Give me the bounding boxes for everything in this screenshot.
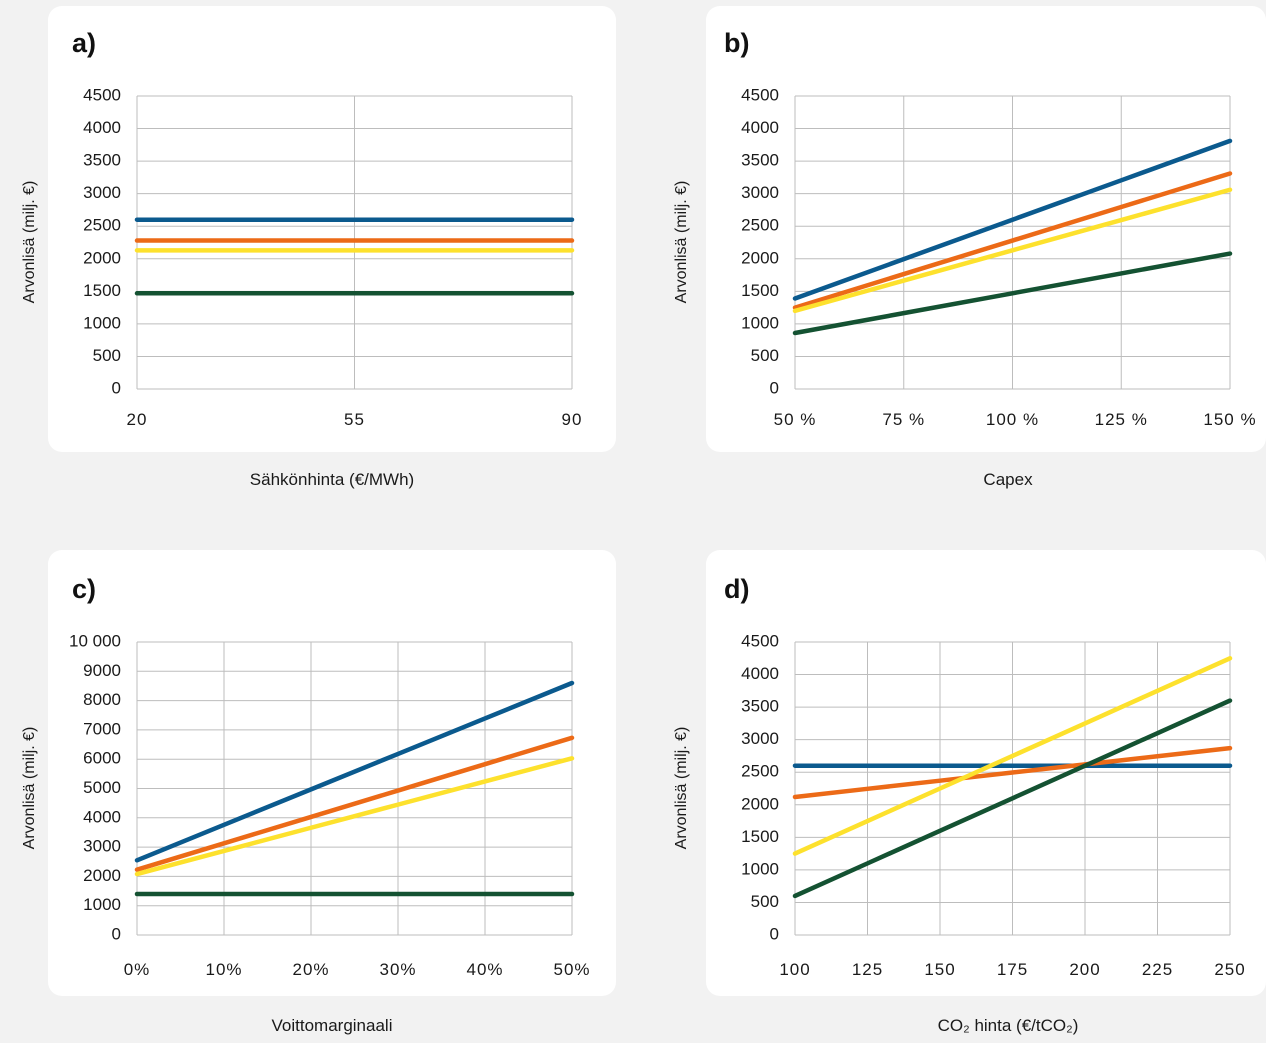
y-axis-label-b: Arvonlisä (milj. €)	[673, 181, 690, 304]
x-tick-label: 150 %	[1203, 410, 1256, 429]
panel-title-a: a)	[72, 28, 96, 58]
y-tick-label: 1500	[741, 281, 779, 300]
y-tick-label: 1500	[741, 827, 779, 846]
y-tick-label: 3000	[83, 183, 121, 202]
y-tick-label: 3000	[741, 729, 779, 748]
y-tick-label: 3500	[741, 697, 779, 716]
x-tick-label: 20	[127, 410, 148, 429]
y-axis-label-d: Arvonlisä (milj. €)	[673, 727, 690, 850]
gridlines-d	[794, 641, 1231, 936]
y-tick-label: 500	[93, 346, 121, 365]
y-tick-label: 4500	[741, 85, 779, 104]
y-tick-label: 4000	[741, 118, 779, 137]
y-tick-label: 2500	[83, 216, 121, 235]
y-tick-label: 4000	[741, 664, 779, 683]
y-tick-label: 10 000	[69, 631, 121, 650]
x-tick-label: 225	[1142, 960, 1173, 979]
x-tick-label: 20%	[292, 960, 329, 979]
y-tick-label: 3500	[83, 151, 121, 170]
x-tick-label: 50 %	[774, 410, 817, 429]
y-tick-label: 0	[112, 924, 121, 943]
series-line-b-3	[792, 251, 1233, 336]
gridlines-b	[794, 95, 1231, 390]
x-tick-label: 10%	[205, 960, 242, 979]
x-tick-label: 100 %	[986, 410, 1039, 429]
x-tick-label: 125 %	[1095, 410, 1148, 429]
x-tick-label: 100	[779, 960, 810, 979]
y-tick-label: 2000	[741, 794, 779, 813]
y-tick-label: 0	[112, 378, 121, 397]
x-tick-label: 75 %	[882, 410, 925, 429]
x-tick-label: 55	[344, 410, 365, 429]
series-line-d-1	[792, 745, 1233, 800]
y-axis-label-c: Arvonlisä (milj. €)	[21, 727, 38, 850]
y-tick-label: 0	[770, 924, 779, 943]
series-line-d-3	[792, 698, 1233, 899]
y-tick-label: 3000	[741, 183, 779, 202]
series-line-c-0	[134, 680, 575, 863]
y-tick-label: 2000	[741, 248, 779, 267]
chart-a-group: a) Arvonlisä (milj. €) 0 500 1000 1500 2000 250…	[21, 28, 583, 429]
y-tick-label: 500	[751, 346, 779, 365]
y-tick-label: 5000	[83, 778, 121, 797]
y-tick-label: 1000	[741, 313, 779, 332]
series-line-b-1	[792, 171, 1233, 310]
y-tick-label: 4500	[741, 631, 779, 650]
y-tick-label: 3000	[83, 837, 121, 856]
y-tick-label: 2500	[741, 762, 779, 781]
y-axis-label-a: Arvonlisä (milj. €)	[21, 181, 38, 304]
x-tick-label: 200	[1069, 960, 1100, 979]
panel-title-b: b)	[724, 28, 749, 58]
x-axis-label-d: CO₂ hinta (€/tCO₂)	[937, 1016, 1079, 1035]
x-tick-label: 175	[997, 960, 1028, 979]
y-tick-label: 9000	[83, 661, 121, 680]
panel-title-c: c)	[72, 574, 96, 604]
chart-d-group: d) Arvonlisä (milj. €) 0 500 1000 1500 2000 250…	[673, 574, 1245, 979]
y-tick-label: 2500	[741, 216, 779, 235]
x-tick-label: 150	[924, 960, 955, 979]
x-axis-label-a: Sähkönhinta (€/MWh)	[249, 470, 415, 489]
x-tick-label: 90	[562, 410, 583, 429]
y-tick-label: 8000	[83, 690, 121, 709]
series-line-c-1	[134, 735, 575, 872]
y-tick-label: 4000	[83, 807, 121, 826]
y-tick-label: 3500	[741, 151, 779, 170]
x-tick-label: 40%	[466, 960, 503, 979]
series-line-d-2	[792, 656, 1233, 856]
y-tick-label: 2000	[83, 248, 121, 267]
y-tick-label: 4500	[83, 85, 121, 104]
x-tick-label: 0%	[124, 960, 151, 979]
series-line-b-0	[792, 138, 1233, 301]
chart-b-group: b) Arvonlisä (milj. €) 0 500 1000 1500 2000 250…	[673, 28, 1256, 429]
y-tick-label: 7000	[83, 719, 121, 738]
series-line-b-2	[792, 187, 1233, 314]
y-tick-label: 1000	[83, 313, 121, 332]
y-tick-label: 1000	[83, 895, 121, 914]
x-tick-label: 30%	[379, 960, 416, 979]
panel-title-d: d)	[724, 574, 749, 604]
y-tick-label: 0	[770, 378, 779, 397]
series-line-c-2	[134, 756, 575, 877]
x-tick-label: 50%	[553, 960, 590, 979]
x-axis-label-c: Voittomarginaali	[271, 1016, 393, 1035]
panel-d	[706, 550, 1266, 996]
gridlines-c	[136, 641, 573, 936]
x-axis-label-b: Capex	[983, 470, 1033, 489]
panel-a	[48, 6, 616, 452]
y-tick-label: 500	[751, 892, 779, 911]
y-tick-label: 1500	[83, 281, 121, 300]
x-tick-label: 125	[852, 960, 883, 979]
x-tick-label: 250	[1214, 960, 1245, 979]
y-tick-label: 2000	[83, 866, 121, 885]
chart-c-group: c) Arvonlisä (milj. €) 0 1000 2000 3000 4000 50…	[21, 574, 590, 979]
y-tick-label: 1000	[741, 859, 779, 878]
y-tick-label: 6000	[83, 749, 121, 768]
y-tick-label: 4000	[83, 118, 121, 137]
